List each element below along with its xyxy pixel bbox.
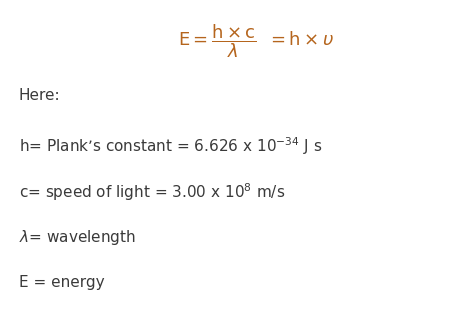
Text: c= speed of light = 3.00 x 10$^{8}$ m/s: c= speed of light = 3.00 x 10$^{8}$ m/s — [19, 181, 285, 203]
Text: E = energy: E = energy — [19, 275, 104, 290]
Text: $\lambda$= wavelength: $\lambda$= wavelength — [19, 228, 136, 247]
Text: $\mathrm{E} = \dfrac{\mathrm{h} \times \mathrm{c}}{\lambda} \;\; =\mathrm{h} \ti: $\mathrm{E} = \dfrac{\mathrm{h} \times \… — [178, 22, 335, 60]
Text: h= Plank’s constant = 6.626 x 10$^{-34}$ J s: h= Plank’s constant = 6.626 x 10$^{-34}$… — [19, 135, 322, 157]
Text: Here:: Here: — [19, 88, 60, 103]
